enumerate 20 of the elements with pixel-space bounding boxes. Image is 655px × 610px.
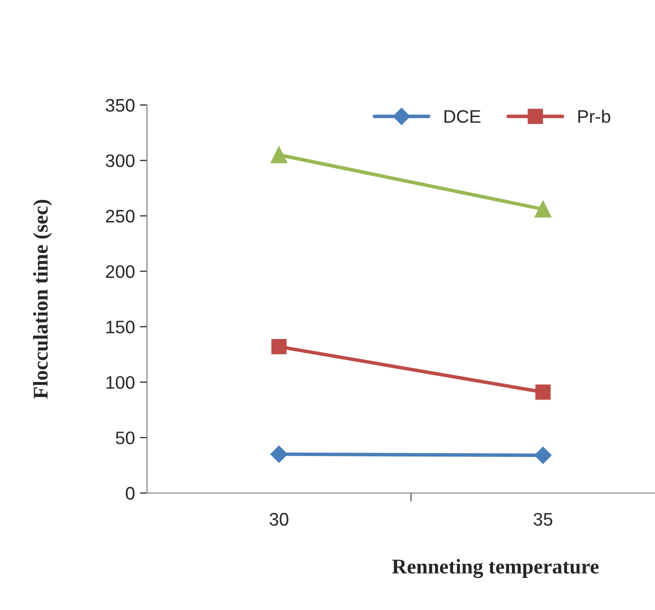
legend-label: DCE — [444, 110, 480, 123]
y-tick-label: 250 — [106, 210, 134, 223]
legend-label: Pr-b — [578, 110, 610, 123]
y-tick-label: 100 — [106, 376, 134, 389]
y-tick-label: 200 — [106, 265, 134, 278]
y-axis-title: Flocculation time (sec) — [33, 200, 52, 399]
point — [270, 146, 288, 164]
x-tick-label: 30 — [270, 512, 288, 526]
point — [270, 446, 288, 463]
y-tick-label: 50 — [116, 432, 134, 444]
point — [534, 446, 552, 464]
y-tick-label: 350 — [106, 98, 134, 112]
point — [535, 384, 551, 400]
x-tick-label: 35 — [534, 512, 552, 526]
point — [534, 200, 552, 218]
y-tick-label: 150 — [106, 320, 134, 334]
y-tick-label: 300 — [106, 154, 134, 168]
y-tick-label: 0 — [126, 486, 134, 500]
point — [271, 339, 287, 354]
x-axis-title: Renneting temperature — [392, 558, 599, 578]
